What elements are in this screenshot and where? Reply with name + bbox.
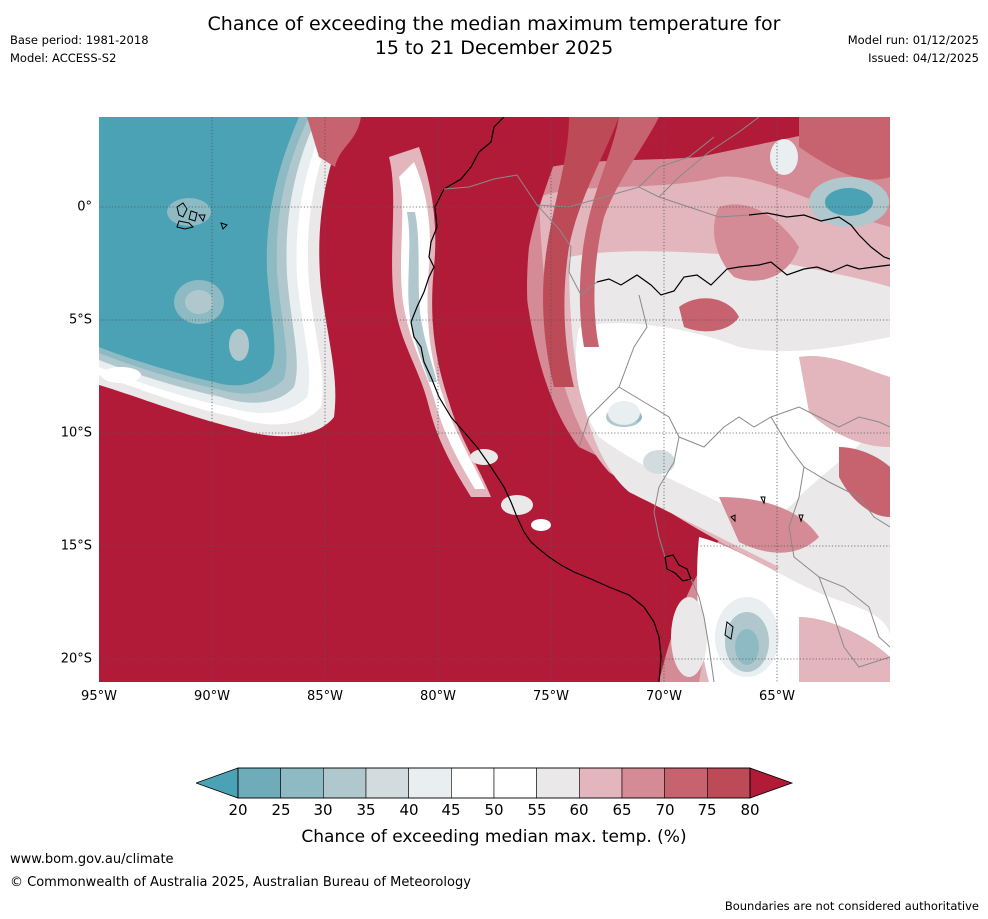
colorbar-tick-60: 60 xyxy=(569,801,589,819)
map-title: Chance of exceeding the median maximum t… xyxy=(0,12,988,60)
colorbar-tick-65: 65 xyxy=(612,801,632,819)
colorbar-cell-75-80 xyxy=(707,767,751,799)
colorbar-cell-50-55 xyxy=(493,767,537,799)
colorbar-tick-75: 75 xyxy=(697,801,717,819)
amazon-river-line xyxy=(596,261,890,296)
colorbar xyxy=(196,767,794,799)
colorbar-cell-30-35 xyxy=(323,767,367,799)
galapagos-islands xyxy=(176,202,228,230)
footer-copyright: © Commonwealth of Australia 2025, Austra… xyxy=(10,875,471,890)
probability-map[interactable] xyxy=(99,117,890,682)
colorbar-cell-40-45 xyxy=(408,767,452,799)
lon-label-65w: 65°W xyxy=(759,689,795,704)
base-period: Base period: 1981-2018 xyxy=(10,33,149,47)
colorbar-tick-40: 40 xyxy=(399,801,419,819)
colorbar-over-arrow xyxy=(749,767,794,799)
lon-label-90w: 90°W xyxy=(194,689,230,704)
lat-label-5s: 5°S xyxy=(68,312,92,328)
lon-label-80w: 80°W xyxy=(420,689,456,704)
lat-label-15s: 15°S xyxy=(60,538,92,554)
colorbar-cell-70-75 xyxy=(664,767,708,799)
colorbar-cell-35-40 xyxy=(365,767,409,799)
peru-coastal-hot-strip xyxy=(459,117,659,557)
coastline xyxy=(410,117,662,682)
colorbar-title: Chance of exceeding median max. temp. (%… xyxy=(301,827,687,847)
lat-label-20s: 20°S xyxy=(60,651,92,667)
title-line-1: Chance of exceeding the median maximum t… xyxy=(207,13,781,35)
colorbar-tick-55: 55 xyxy=(527,801,547,819)
colorbar-tick-25: 25 xyxy=(271,801,291,819)
lon-label-75w: 75°W xyxy=(533,689,569,704)
lon-label-70w: 70°W xyxy=(646,689,682,704)
lon-label-95w: 95°W xyxy=(81,689,117,704)
metadata-right: Model run: 01/12/2025 Issued: 04/12/2025 xyxy=(848,31,979,67)
colorbar-under-arrow xyxy=(196,767,239,799)
lon-label-85w: 85°W xyxy=(307,689,343,704)
colorbar-tick-70: 70 xyxy=(655,801,675,819)
colorbar-tick-45: 45 xyxy=(441,801,461,819)
model-run: Model run: 01/12/2025 xyxy=(847,33,979,47)
colorbar-tick-50: 50 xyxy=(484,801,504,819)
issued-date: Issued: 04/12/2025 xyxy=(868,51,979,65)
pale-patch-galapagos xyxy=(167,198,211,226)
colorbar-tick-30: 30 xyxy=(313,801,333,819)
colorbar-cell-25-30 xyxy=(280,767,324,799)
colorbar-tick-35: 35 xyxy=(356,801,376,819)
footer-url[interactable]: www.bom.gov.au/climate xyxy=(10,852,174,867)
metadata-left: Base period: 1981-2018 Model: ACCESS-S2 xyxy=(10,31,149,67)
colorbar-cell-45-50 xyxy=(451,767,495,799)
colorbar-tick-80: 80 xyxy=(740,801,760,819)
colorbar-tick-20: 20 xyxy=(228,801,248,819)
title-line-2: 15 to 21 December 2025 xyxy=(374,37,614,59)
lat-label-0: 0° xyxy=(77,199,92,215)
interior-mixed-region xyxy=(519,117,890,682)
colorbar-cell-60-65 xyxy=(579,767,623,799)
model-name: Model: ACCESS-S2 xyxy=(10,51,117,65)
colorbar-cell-20-25 xyxy=(237,767,281,799)
colorbar-cell-65-70 xyxy=(621,767,665,799)
footer-disclaimer: Boundaries are not considered authoritat… xyxy=(724,899,979,913)
pacific-cool-anomaly-region xyxy=(99,117,361,437)
lat-label-10s: 10°S xyxy=(60,425,92,441)
colorbar-cell-55-60 xyxy=(536,767,580,799)
graticule xyxy=(99,117,890,682)
